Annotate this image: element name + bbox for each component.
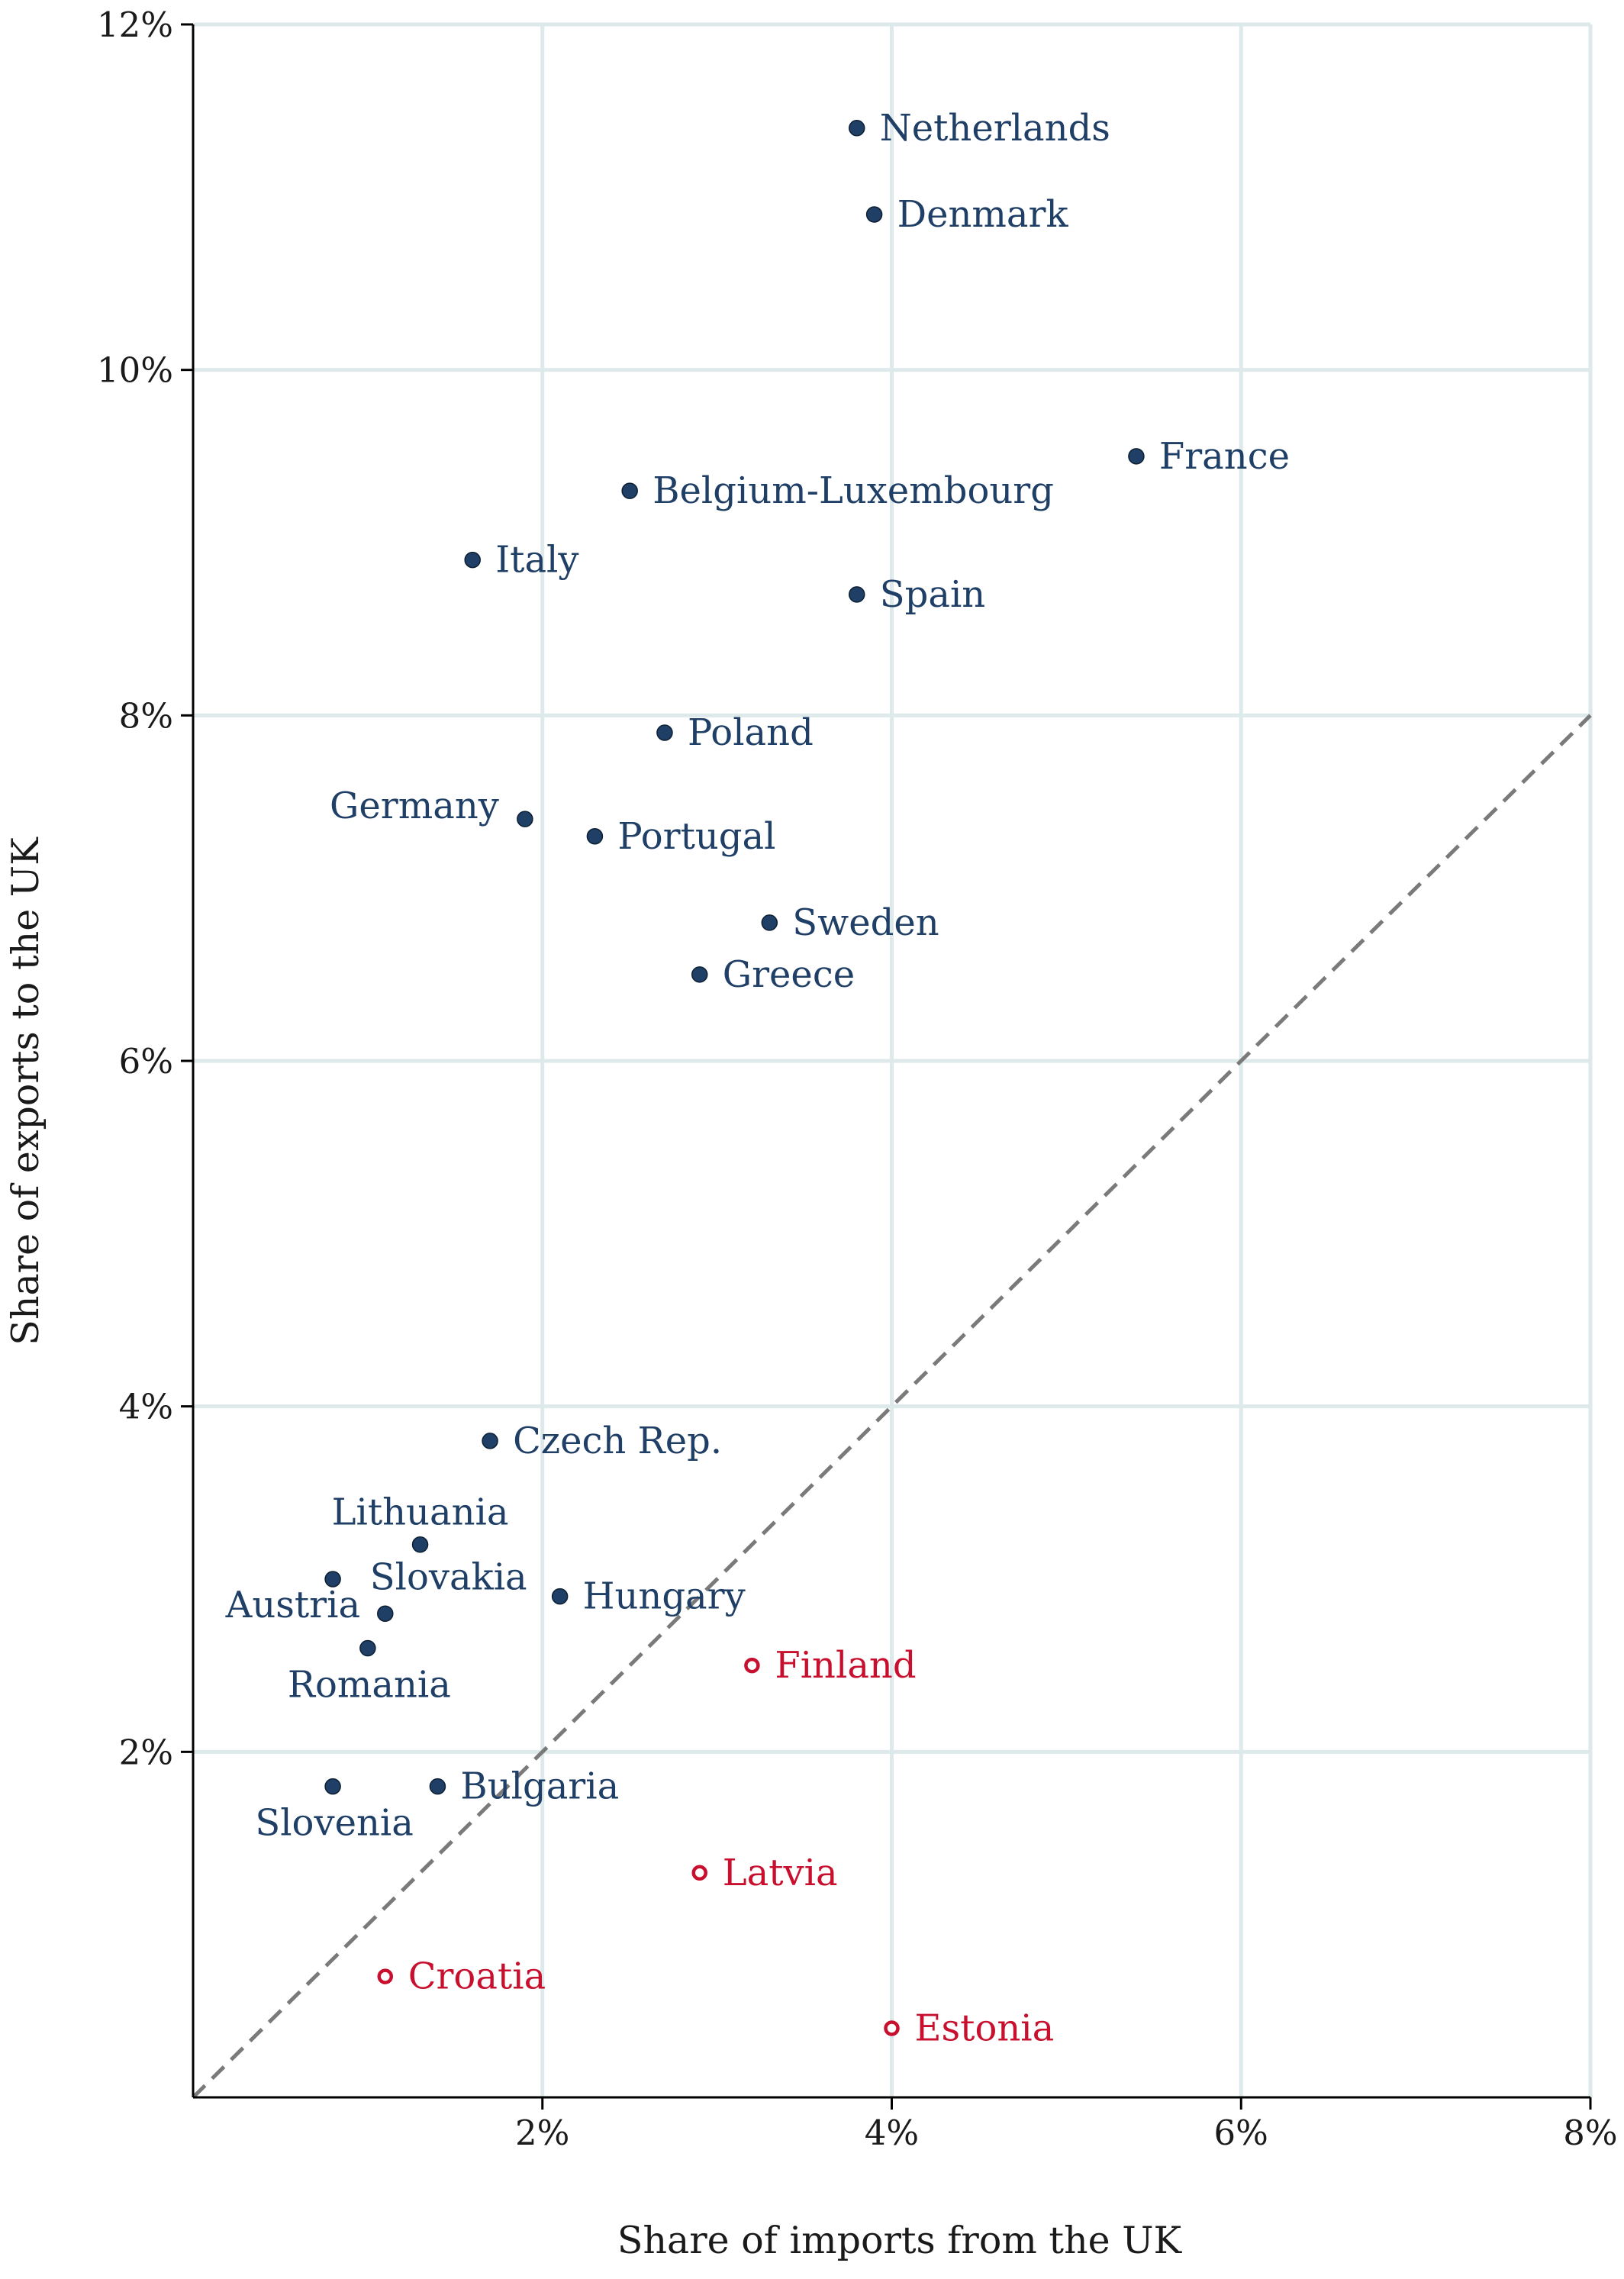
tick-marks: 2% 4% 6% 8% 2% 4% 6% 8% 10% 12% <box>97 5 1618 2153</box>
reference-45-degree-line <box>192 714 1592 2099</box>
point-germany <box>517 811 533 827</box>
grid-lines <box>193 22 1593 2097</box>
point-label-latvia: Latvia <box>723 1852 838 1894</box>
point-sweden <box>761 914 778 931</box>
point-label-greece: Greece <box>723 953 855 996</box>
point-portugal <box>586 828 604 845</box>
point-label-austria: Austria <box>225 1584 360 1626</box>
point-label-poland: Poland <box>688 711 814 754</box>
y-tick-label: 2% <box>119 1732 173 1772</box>
point-label-france: France <box>1159 435 1290 478</box>
point-czech-rep <box>482 1433 498 1449</box>
point-label-portugal: Portugal <box>617 815 775 858</box>
point-bulgaria <box>429 1778 446 1795</box>
x-tick-label: 4% <box>865 2113 919 2153</box>
point-label-czech-rep: Czech Rep. <box>513 1420 722 1462</box>
point-greece <box>691 966 708 983</box>
point-label-slovenia: Slovenia <box>255 1802 414 1845</box>
point-label-romania: Romania <box>288 1664 451 1707</box>
point-romania <box>359 1639 376 1657</box>
x-tick-label: 8% <box>1563 2113 1617 2153</box>
point-poland <box>656 724 673 741</box>
y-axis-title: Share of exports to the UK <box>4 836 47 1346</box>
point-label-croatia: Croatia <box>408 1955 546 1998</box>
point-latvia <box>691 1865 707 1881</box>
point-austria <box>324 1571 341 1588</box>
point-label-finland: Finland <box>775 1644 916 1687</box>
x-tick-label: 6% <box>1214 2113 1268 2153</box>
point-france <box>1128 448 1145 465</box>
point-label-slovakia: Slovakia <box>370 1555 527 1598</box>
point-label-germany: Germany <box>330 785 499 827</box>
y-tick-label: 6% <box>119 1041 173 1081</box>
point-label-lithuania: Lithuania <box>332 1491 509 1534</box>
point-label-belgium-luxembourg: Belgium-Luxembourg <box>652 469 1054 512</box>
point-netherlands <box>848 120 865 137</box>
point-lithuania <box>411 1536 429 1553</box>
point-label-estonia: Estonia <box>915 2007 1055 2049</box>
point-finland <box>744 1657 760 1674</box>
point-spain <box>848 586 865 603</box>
y-tick-label: 10% <box>97 350 173 391</box>
x-tick-label: 2% <box>515 2113 569 2153</box>
point-belgium-luxembourg <box>621 482 638 499</box>
point-label-spain: Spain <box>880 573 986 616</box>
point-slovenia <box>324 1778 341 1795</box>
point-estonia <box>884 2020 900 2036</box>
y-tick-label: 4% <box>119 1387 173 1427</box>
point-label-netherlands: Netherlands <box>880 107 1110 150</box>
point-label-italy: Italy <box>495 539 578 582</box>
point-label-sweden: Sweden <box>792 901 939 944</box>
point-slovakia <box>377 1605 394 1623</box>
point-label-bulgaria: Bulgaria <box>460 1765 619 1808</box>
point-hungary <box>551 1588 569 1605</box>
point-italy <box>464 551 481 569</box>
point-label-denmark: Denmark <box>897 193 1069 236</box>
x-axis-title: Share of imports from the UK <box>617 2219 1183 2262</box>
point-label-hungary: Hungary <box>583 1575 746 1618</box>
point-denmark <box>865 206 883 223</box>
point-croatia <box>377 1968 394 1984</box>
data-points: Netherlands Denmark France Belgium-Luxembou… <box>225 107 1290 2050</box>
y-tick-label: 12% <box>97 5 173 45</box>
y-tick-label: 8% <box>119 695 173 736</box>
